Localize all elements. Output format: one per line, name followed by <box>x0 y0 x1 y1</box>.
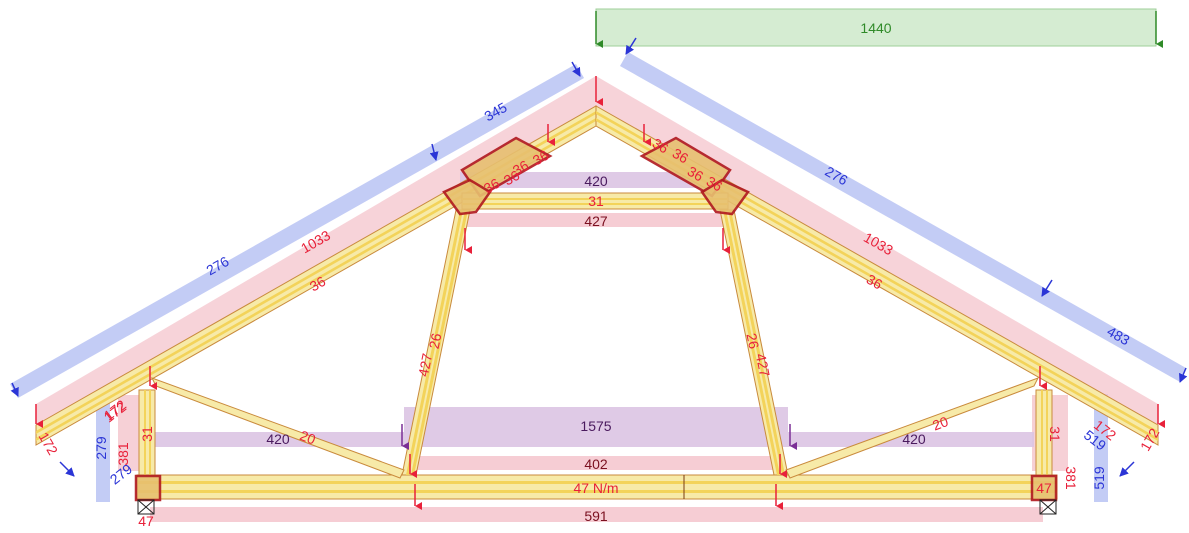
wind-arrow-right-mid <box>1041 279 1053 297</box>
plate-left-lower <box>442 178 492 216</box>
dead-band-collar-bottom <box>465 213 723 227</box>
plate-right-b-label: 36 <box>704 173 726 195</box>
wind-arrow-right-top <box>625 37 637 55</box>
dead-collar-bottom-label: 427 <box>584 213 608 229</box>
wind-arrow-right-foot <box>1179 367 1188 383</box>
post-left-label: 31 <box>139 426 155 442</box>
dead-band-ceiling-top <box>410 456 782 470</box>
post-right-label: 31 <box>1047 426 1063 442</box>
wind-arrow-left-top <box>429 143 439 161</box>
strut-left-label: 26 <box>426 332 445 351</box>
plate-right-a-label: 36 <box>685 163 707 185</box>
wind-right-post-low-label: 519 <box>1091 466 1107 490</box>
plate-right-d-label: 36 <box>670 145 692 167</box>
imposed-band-left-attic <box>150 432 404 447</box>
wind-arrow-left-foot <box>10 382 19 397</box>
web-right <box>785 377 1040 479</box>
dead-tie-bottom-label: 591 <box>584 508 608 524</box>
web-left <box>150 377 405 479</box>
supports <box>137 499 1057 515</box>
web-left-label: 20 <box>298 427 318 448</box>
web-right-label: 20 <box>930 413 950 434</box>
load-bands <box>10 8 1186 522</box>
imposed-band-collar <box>460 172 730 188</box>
dead-support-left-label: 47 <box>138 513 154 528</box>
plate-right-c-label: 36 <box>650 135 672 157</box>
plate-right-lower <box>700 178 750 216</box>
plate-right-support <box>1030 474 1058 502</box>
dead-left-post-label: 381 <box>115 442 131 466</box>
strut-right-label: 26 <box>743 332 762 351</box>
plate-left-support <box>134 474 162 502</box>
plate-left-b-label: 36 <box>510 157 532 179</box>
wind-arrow-left-post <box>59 461 75 477</box>
wind-arrow-right-post <box>1119 461 1135 477</box>
imposed-collar-label: 420 <box>584 173 608 189</box>
load-arrows <box>10 11 1188 510</box>
connector-plates <box>134 136 1058 502</box>
plate-left-a-label: 36 <box>530 147 552 169</box>
dead-right-post-label: 381 <box>1063 466 1079 490</box>
snow-load-band <box>595 8 1157 47</box>
bottom-tie <box>136 474 1058 500</box>
tie-self-weight-label: 47 N/m <box>573 480 618 496</box>
dead-band-tie-bottom <box>150 507 1043 522</box>
snow-load-label: 1440 <box>860 20 891 36</box>
wind-left-post-label: 279 <box>93 436 109 460</box>
imposed-band-right-attic <box>788 432 1034 447</box>
rafter-right-label: 36 <box>864 271 886 293</box>
imposed-left-attic-label: 420 <box>266 431 290 447</box>
strut-left-load-label: 427 <box>415 352 435 378</box>
strut-right-load-label: 427 <box>753 352 773 378</box>
imposed-band-ceiling <box>404 407 788 447</box>
collar-label: 31 <box>588 193 604 209</box>
wind-band-right-rafter <box>620 52 1186 382</box>
rafter-left-label: 36 <box>307 273 329 295</box>
imposed-right-attic-label: 420 <box>902 431 926 447</box>
support-left <box>137 499 155 515</box>
wind-band-left-rafter <box>10 64 584 398</box>
support-right-label: 47 <box>1036 480 1052 496</box>
plate-left-c-label: 36 <box>501 167 523 189</box>
wind-band-left-post <box>96 394 110 502</box>
plate-left-d-label: 36 <box>481 175 503 197</box>
wind-band-right-post <box>1094 394 1108 502</box>
wind-arrow-left-end <box>571 61 581 77</box>
imposed-ceiling-label: 1575 <box>580 418 611 434</box>
dead-ceiling-top-label: 402 <box>584 456 608 472</box>
support-right <box>1039 499 1057 515</box>
